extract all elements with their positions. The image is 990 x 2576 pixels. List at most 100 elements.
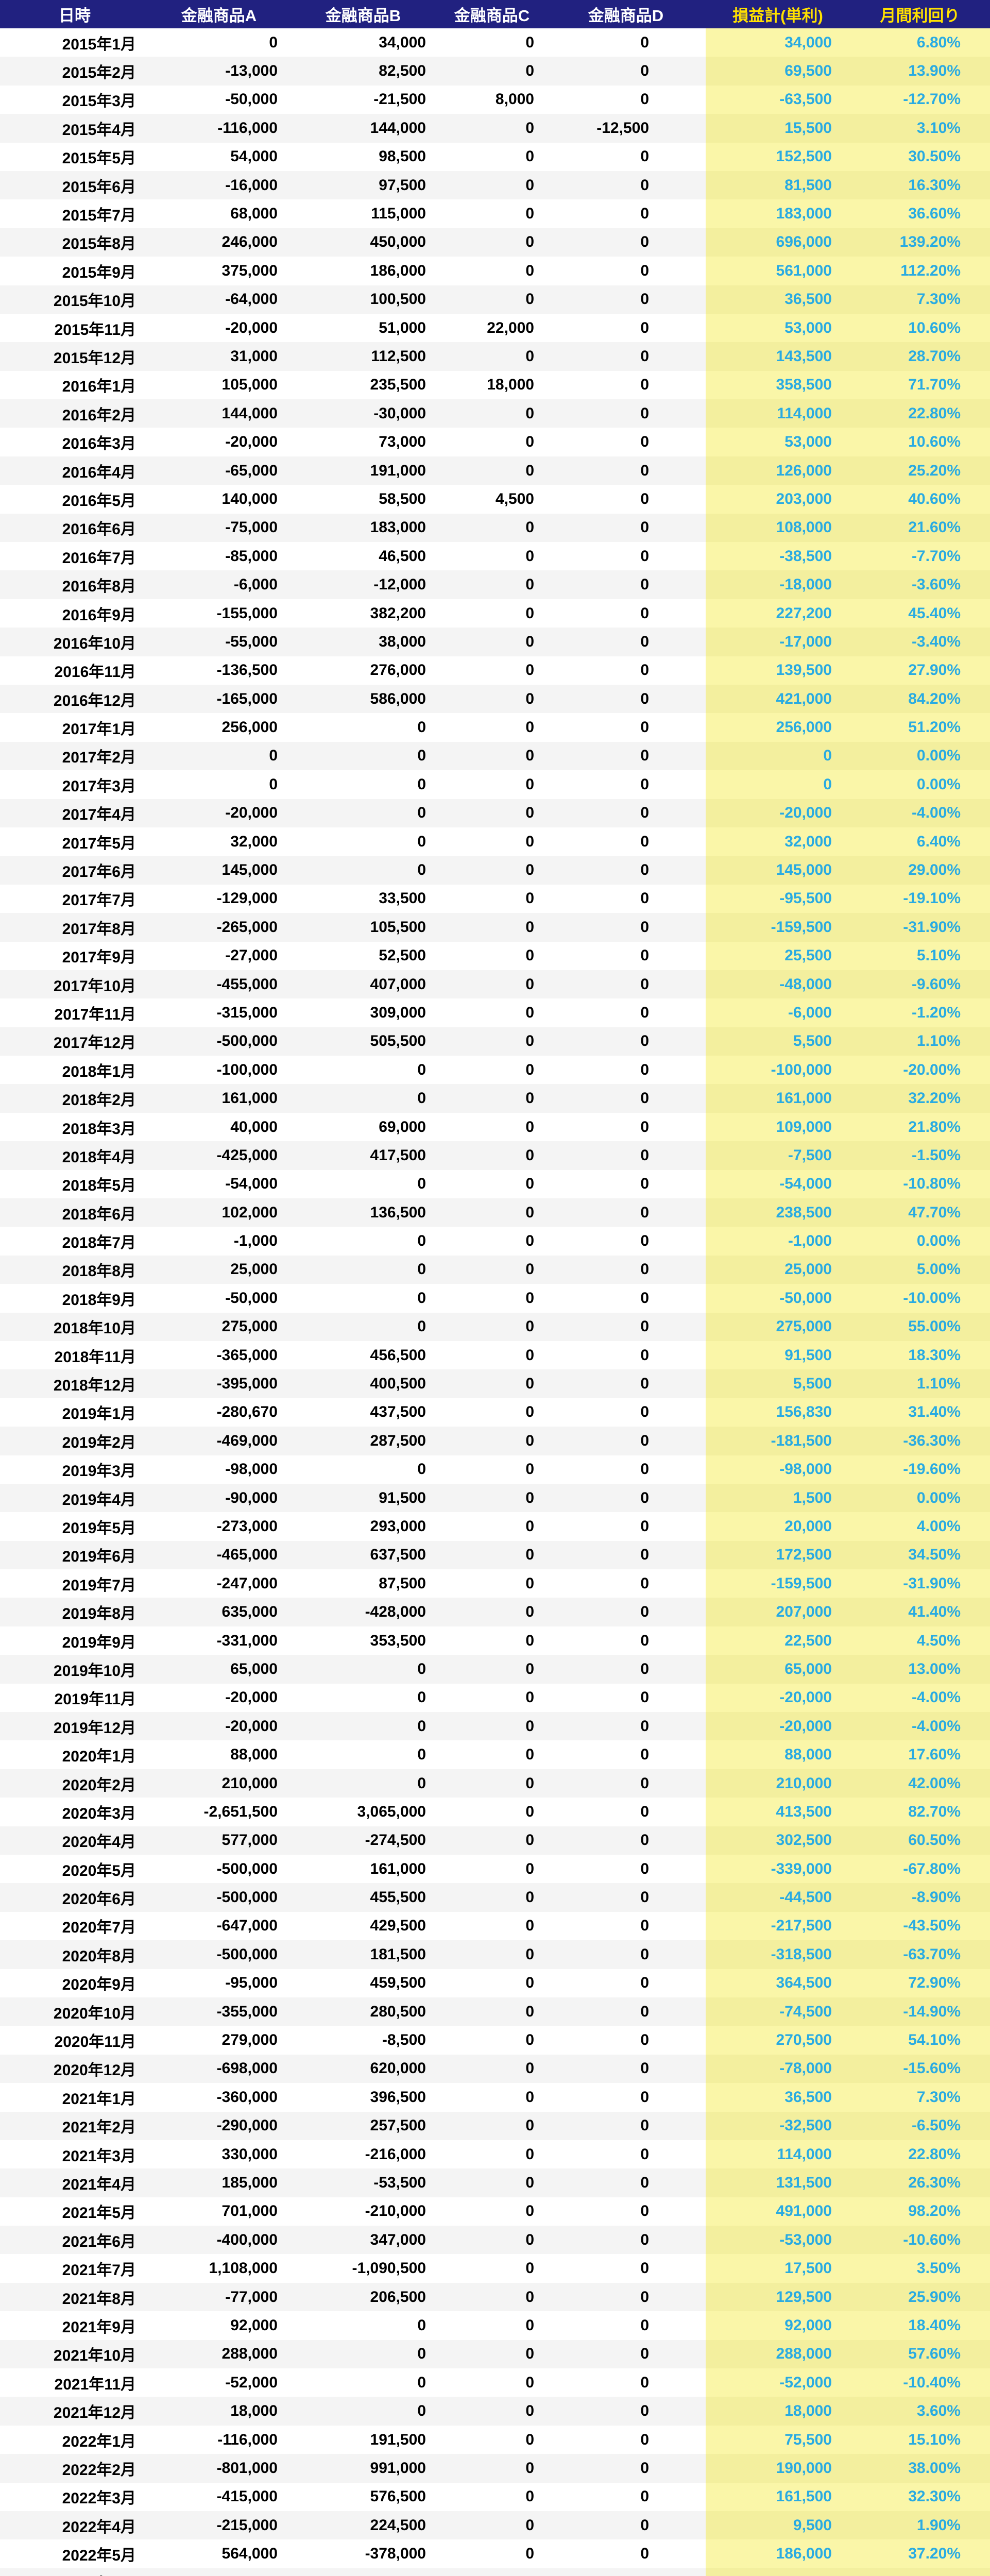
table-row: 2015年6月 -16,000 97,500 0 0 81,500 16.30% [0,171,990,200]
monthly-yield-cell: 72.90% [850,1969,990,1997]
product-d-cell: 0 [546,199,706,228]
product-b-cell: -21,500 [288,85,438,114]
monthly-yield-cell: 139.20% [850,228,990,257]
product-d-cell: 0 [546,285,706,314]
date-cell: 2022年1月 [0,2425,149,2454]
product-d-cell: 0 [546,370,706,400]
product-b-cell: 161,000 [288,1855,438,1884]
total-pl-cell: 696,000 [706,228,850,257]
product-a-cell: 0 [149,28,288,57]
total-pl-cell: 183,000 [706,199,850,228]
product-b-cell: -428,000 [288,1598,438,1626]
total-pl-cell: -181,500 [706,1427,850,1455]
total-pl-cell: -318,500 [706,1940,850,1969]
product-c-cell: 0 [438,28,546,57]
total-pl-cell: 5,500 [706,1027,850,1056]
table-row: 2016年10月 -55,000 38,000 0 0 -17,000 -3.40% [0,628,990,656]
date-cell: 2016年12月 [0,684,149,714]
table-row: 2016年5月 140,000 58,500 4,500 0 203,000 40.60% [0,485,990,514]
monthly-yield-cell: 55.00% [850,1312,990,1341]
date-cell: 2021年4月 [0,2168,149,2197]
monthly-yield-cell: 42.00% [850,1769,990,1798]
monthly-yield-cell: 10.60% [850,428,990,456]
table-row: 2016年1月 105,000 235,500 18,000 0 358,500 71.70… [0,370,990,400]
product-b-cell: 112,500 [288,342,438,371]
monthly-yield-cell: 32.30% [850,2482,990,2511]
total-pl-cell: 238,500 [706,1198,850,1227]
product-a-cell: -698,000 [149,2054,288,2083]
monthly-yield-cell: 17.60% [850,1740,990,1769]
monthly-yield-cell: -8.90% [850,1883,990,1912]
date-cell: 2017年8月 [0,913,149,942]
product-d-cell: 0 [546,713,706,742]
product-d-cell: 0 [546,2054,706,2083]
total-pl-cell: -17,000 [706,628,850,656]
product-a-cell: -6,000 [149,570,288,599]
product-a-cell: -20,000 [149,313,288,343]
product-a-cell: 330,000 [149,2140,288,2169]
monthly-yield-cell: 3.10% [850,114,990,143]
total-pl-cell: 129,500 [706,2282,850,2312]
product-a-cell: -20,000 [149,1712,288,1741]
product-b-cell: 429,500 [288,1911,438,1941]
table-row: 2018年5月 -54,000 0 0 0 -54,000 -10.80% [0,1170,990,1199]
product-c-cell: 0 [438,2140,546,2169]
product-b-cell: 69,000 [288,1112,438,1142]
monthly-yield-cell: -6.50% [850,2111,990,2140]
date-cell: 2020年12月 [0,2054,149,2083]
date-cell: 2016年5月 [0,485,149,514]
product-b-cell: 97,500 [288,171,438,200]
product-c-cell: 0 [438,1312,546,1341]
monthly-yield-cell: -7.70% [850,542,990,571]
date-cell: 2017年12月 [0,1027,149,1056]
table-row: 2016年6月 -75,000 183,000 0 0 108,000 21.60% [0,513,990,543]
monthly-yield-cell: 1.10% [850,1027,990,1056]
product-d-cell: 0 [546,428,706,456]
table-row: 2020年1月 88,000 0 0 0 88,000 17.60% [0,1740,990,1769]
total-pl-cell: 203,000 [706,485,850,514]
table-row: 2019年7月 -247,000 87,500 0 0 -159,500 -31.90% [0,1569,990,1598]
product-c-cell: 0 [438,1911,546,1941]
product-a-cell: -64,000 [149,285,288,314]
table-row: 2015年1月 0 34,000 0 0 34,000 6.80% [0,28,990,57]
total-pl-cell: 161,000 [706,1084,850,1113]
product-d-cell: 0 [546,1626,706,1655]
table-row: 2019年12月 -20,000 0 0 0 -20,000 -4.00% [0,1712,990,1741]
date-cell: 2017年4月 [0,799,149,827]
product-c-cell: 0 [438,713,546,742]
table-body: 2015年1月 0 34,000 0 0 34,000 6.80% 2015年2月 -13,00… [0,28,990,2576]
monthly-yield-cell: 45.40% [850,599,990,628]
date-cell: 2015年2月 [0,57,149,86]
product-c-cell: 0 [438,570,546,599]
product-b-cell: 0 [288,1683,438,1713]
monthly-yield-cell: 7.30% [850,285,990,314]
monthly-yield-cell: 5.00% [850,1255,990,1284]
product-c-cell: 0 [438,884,546,913]
total-pl-cell: 36,500 [706,285,850,314]
col-header-date: 日時 [0,0,149,28]
total-pl-cell: -53,000 [706,2226,850,2255]
monthly-yield-cell: 34.50% [850,1540,990,1570]
date-cell: 2019年11月 [0,1683,149,1713]
monthly-yield-cell: -4.00% [850,1683,990,1713]
product-d-cell: 0 [546,1997,706,2026]
table-row: 2020年2月 210,000 0 0 0 210,000 42.00% [0,1769,990,1798]
product-b-cell: 191,000 [288,456,438,485]
monthly-yield-cell: 16.30% [850,171,990,200]
product-b-cell: 3,065,000 [288,1798,438,1826]
product-b-cell: 58,500 [288,485,438,514]
product-c-cell: 0 [438,1284,546,1313]
product-d-cell: 0 [546,485,706,514]
product-b-cell: -1,090,500 [288,2254,438,2283]
product-d-cell: 0 [546,1427,706,1455]
product-d-cell: 0 [546,884,706,913]
monthly-yield-cell: -12.70% [850,85,990,114]
table-row: 2016年12月 -165,000 586,000 0 0 421,000 84.20% [0,684,990,714]
col-header-total-pl: 損益計(単利) [706,0,850,28]
product-a-cell: -54,000 [149,1170,288,1199]
date-cell: 2020年4月 [0,1826,149,1855]
monthly-yield-cell: 60.50% [850,1826,990,1855]
total-pl-cell: 143,500 [706,342,850,371]
table-row: 2017年9月 -27,000 52,500 0 0 25,500 5.10% [0,941,990,970]
total-pl-cell: 18,000 [706,2397,850,2426]
